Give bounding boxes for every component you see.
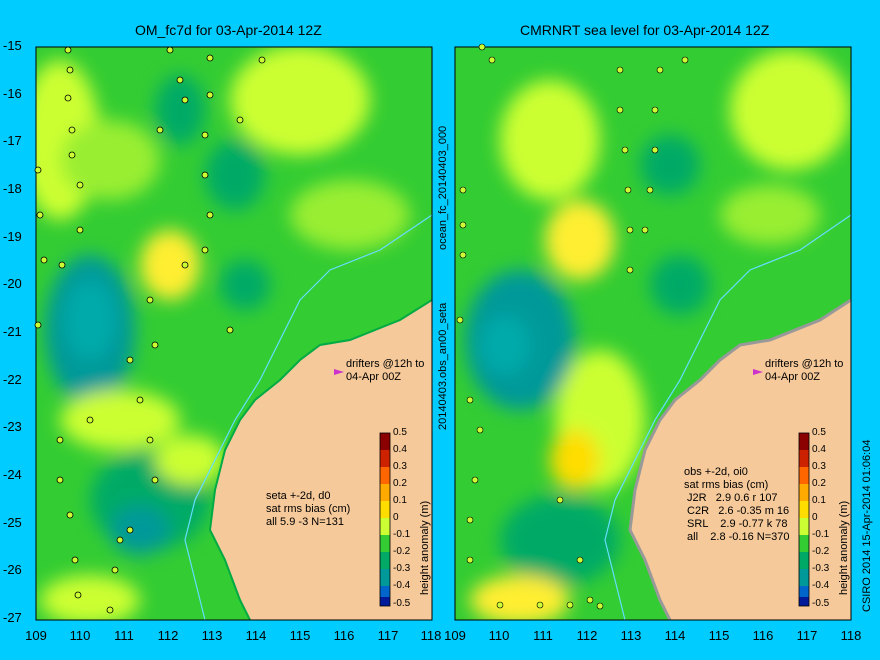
y-tick-lat-23: -23 [3,419,22,434]
y-tick-lat-15: -15 [3,38,22,53]
right-x-tick-118: 118 [840,628,862,643]
right-anomaly-blobs [465,50,850,620]
left-map [36,47,432,620]
left-cb-tick-1: 0.4 [393,444,407,455]
right-x-tick-109: 109 [444,628,466,643]
left-x-tick-117: 117 [377,628,399,643]
y-tick-lat-26: -26 [3,562,22,577]
y-tick-lat-20: -20 [3,276,22,291]
left-drifters-note: drifters @12h to 04-Apr 00Z [346,358,425,383]
right-x-tick-115: 115 [708,628,730,643]
left-x-tick-114: 114 [245,628,267,643]
right-cb-tick-0: 0.5 [812,427,826,438]
right-side-label: CSIRO 2014 15-Apr-2014 01:06:04 [861,439,873,612]
y-tick-lat-24: -24 [3,467,22,482]
y-tick-lat-27: -27 [3,610,22,625]
left-x-tick-115: 115 [289,628,311,643]
right-cb-tick-5: 0 [812,512,818,523]
y-tick-lat-19: -19 [3,229,22,244]
center-top-side-label: ocean_fc_20140403_000 [437,125,449,250]
right-colorbar-title: height anomaly (m) [838,500,850,595]
left-cb-tick-7: -0.2 [393,546,411,557]
y-tick-lat-17: -17 [3,133,22,148]
left-cb-tick-3: 0.2 [393,478,407,489]
left-isobath [184,214,432,620]
left-cb-tick-10: -0.5 [393,598,411,609]
right-cb-tick-6: -0.1 [812,529,830,540]
left-cb-tick-2: 0.3 [393,461,407,472]
right-cb-tick-1: 0.4 [812,444,826,455]
right-x-tick-112: 112 [576,628,598,643]
right-cb-tick-9: -0.4 [812,580,830,591]
right-cb-tick-4: 0.1 [812,495,826,506]
left-x-tick-112: 112 [157,628,179,643]
right-cb-tick-3: 0.2 [812,478,826,489]
right-x-tick-114: 114 [664,628,686,643]
right-map [455,47,851,620]
left-cb-tick-8: -0.3 [393,563,411,574]
right-stats-text: obs +-2d, oi0 sat rms bias (cm) J2R 2.9 … [684,466,790,543]
left-cb-tick-0: 0.5 [393,427,407,438]
left-map-title: OM_fc7d for 03-Apr-2014 12Z [135,22,322,38]
left-x-tick-111: 111 [114,628,134,643]
right-cb-tick-2: 0.3 [812,461,826,472]
right-x-tick-117: 117 [796,628,818,643]
right-cb-tick-10: -0.5 [812,598,830,609]
left-colorbar-title: height anomaly (m) [419,500,431,595]
right-drifters-note: drifters @12h to 04-Apr 00Z [765,358,844,383]
center-side-label: 20140403.obs_an00_seta [437,302,449,430]
right-isobath [604,214,851,620]
right-x-tick-113: 113 [620,628,642,643]
right-land [630,300,851,620]
right-obs-points [456,43,689,610]
right-colorbar [798,432,810,607]
y-tick-lat-22: -22 [3,372,22,387]
left-stats-text: seta +-2d, d0 sat rms bias (cm) all 5.9 … [266,490,351,528]
left-anomaly-blobs [36,47,410,620]
y-tick-lat-16: -16 [3,86,22,101]
right-x-tick-111: 111 [533,628,553,643]
left-x-tick-109: 109 [25,628,47,643]
right-cb-tick-8: -0.3 [812,563,830,574]
y-tick-lat-18: -18 [3,181,22,196]
left-colorbar [379,432,391,607]
right-cb-tick-7: -0.2 [812,546,830,557]
right-x-tick-116: 116 [752,628,774,643]
right-drifter-marker [753,369,763,375]
left-cb-tick-5: 0 [393,512,399,523]
left-obs-circles [34,46,266,614]
left-cb-tick-4: 0.1 [393,495,407,506]
left-x-tick-113: 113 [201,628,223,643]
left-x-tick-118: 118 [420,628,442,643]
left-land [210,300,432,620]
left-cb-tick-9: -0.4 [393,580,411,591]
right-x-tick-110: 110 [488,628,510,643]
right-map-title: CMRNRT sea level for 03-Apr-2014 12Z [520,22,770,38]
left-x-tick-116: 116 [333,628,355,643]
y-tick-lat-25: -25 [3,515,22,530]
left-cb-tick-6: -0.1 [393,529,411,540]
y-tick-lat-21: -21 [3,324,22,339]
left-drifter-marker [334,369,344,375]
left-x-tick-110: 110 [69,628,91,643]
